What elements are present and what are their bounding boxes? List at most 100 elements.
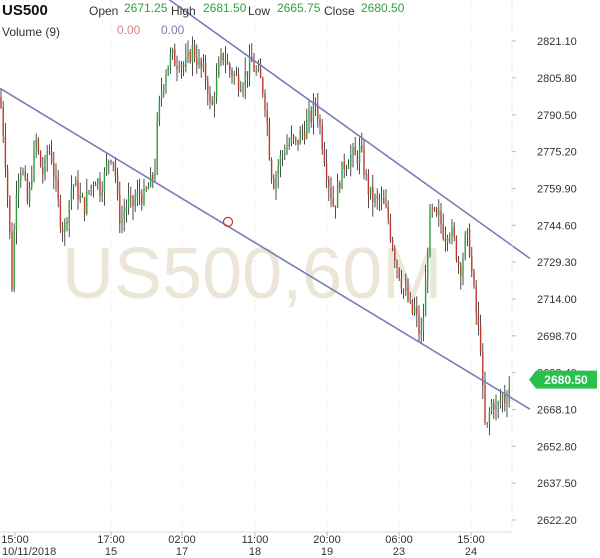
open-label: Open [89, 4, 118, 18]
candle-body [88, 190, 90, 192]
channel-lines[interactable] [0, 0, 531, 410]
candle-body [211, 101, 213, 105]
candle-body [90, 185, 92, 191]
candle-body [358, 145, 361, 164]
candle-body [101, 192, 103, 196]
candle-body [301, 130, 304, 133]
open-value: 2671.25 [124, 1, 168, 15]
candle-body [119, 194, 121, 224]
candle-body [193, 45, 196, 58]
candle-body [136, 191, 139, 199]
candle-body [240, 90, 242, 92]
candle-body [165, 75, 167, 87]
candle-body [372, 186, 374, 203]
last-price-badge: 2680.50 [529, 370, 597, 389]
candle-body [308, 110, 310, 120]
candle-body [97, 179, 99, 184]
price-tick-label: 2821.10 [537, 36, 577, 48]
candle-body [178, 68, 180, 70]
candle-body [152, 174, 154, 179]
candle-body [224, 60, 227, 62]
candle-body [46, 151, 48, 160]
anchor-point-icon[interactable] [222, 216, 234, 227]
candle-body [15, 194, 18, 231]
candle-body [213, 97, 216, 105]
candle-body [244, 71, 246, 87]
price-tick-label: 2652.80 [537, 441, 577, 453]
candle-body [466, 229, 469, 235]
candle-body [53, 162, 55, 177]
candle-body [277, 166, 279, 176]
candle-body [387, 206, 389, 219]
last-price-badge-shape [529, 370, 597, 389]
candle-body [222, 53, 224, 61]
price-axis[interactable] [0, 0, 513, 533]
upper-channel-line[interactable] [120, 0, 531, 260]
candle-body [266, 110, 268, 123]
lower-channel-line[interactable] [0, 87, 531, 410]
candle-body [356, 155, 359, 163]
candle-body [182, 64, 185, 67]
candle-body [482, 352, 484, 386]
candle-body [394, 249, 396, 261]
candle-body [116, 175, 119, 195]
candle-body [299, 130, 301, 145]
candle-body [389, 219, 392, 240]
time-tick-labels: 15:0010/11/201817:001502:001711:001820:0… [1, 532, 485, 558]
time-tick-label: 17:00 [97, 534, 125, 546]
price-tick-label: 2622.20 [537, 515, 577, 527]
volume-value-2: 0.00 [161, 23, 185, 37]
candle-body [464, 234, 466, 259]
candle-body [163, 86, 165, 91]
candle-body [26, 177, 29, 203]
candle-body [125, 206, 128, 213]
candle-body [460, 265, 462, 276]
candle-body [171, 49, 174, 54]
candle-body [237, 74, 240, 91]
candle-body [257, 68, 260, 71]
candle-body [180, 64, 183, 69]
candle-body [20, 173, 22, 180]
candle-body [488, 412, 491, 423]
candle-body [402, 289, 405, 291]
price-tick-label: 2729.30 [537, 257, 577, 269]
candle-body [354, 147, 356, 156]
candle-body [70, 187, 73, 202]
candle-body [451, 227, 453, 237]
candle-body [352, 147, 354, 155]
candle-body [319, 119, 321, 126]
date-tick-label: 17 [176, 546, 188, 558]
candle-body [273, 179, 275, 189]
candle-body [442, 224, 444, 239]
high-label: High [171, 4, 196, 18]
candle-body [218, 62, 220, 77]
date-tick-label: 15 [105, 546, 117, 558]
candle-body [127, 195, 130, 207]
price-tick-label: 2790.50 [537, 110, 577, 122]
price-tick-label: 2714.00 [537, 294, 577, 306]
candle-body [110, 160, 112, 162]
candle-body [145, 188, 147, 190]
candle-body [336, 183, 339, 208]
candle-body [462, 258, 464, 276]
candle-body [501, 395, 504, 401]
candle-body [103, 172, 106, 193]
candle-body [427, 256, 429, 279]
candle-body [504, 395, 506, 404]
candle-body [391, 239, 394, 250]
candle-body [231, 70, 233, 77]
candle-body [473, 271, 475, 286]
candle-body [39, 151, 42, 167]
candles [0, 36, 510, 436]
candle-body [292, 135, 295, 138]
volume-value-1: 0.00 [117, 23, 141, 37]
time-tick-label: 06:00 [385, 534, 413, 546]
candle-body [435, 208, 438, 216]
candle-body [167, 65, 169, 75]
candle-body [416, 306, 418, 315]
candle-body [490, 403, 493, 412]
candle-body [411, 299, 414, 314]
date-tick-label: 24 [465, 546, 477, 558]
candle-body [312, 103, 315, 123]
